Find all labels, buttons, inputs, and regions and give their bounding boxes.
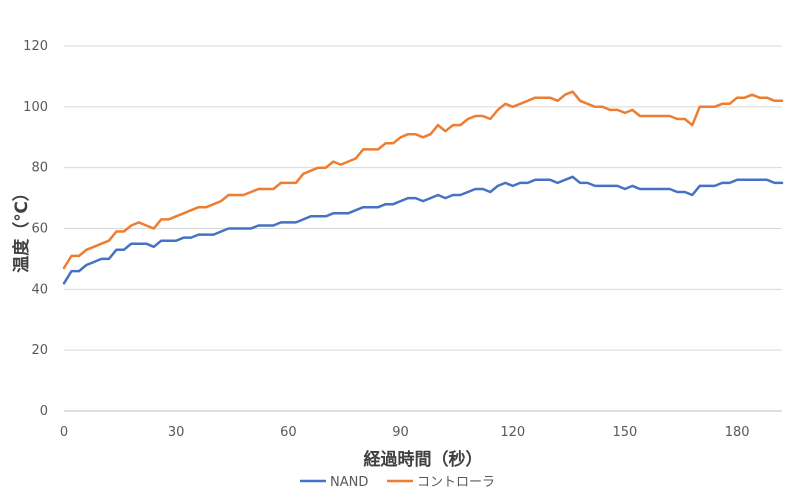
x-tick-label: 120	[500, 425, 525, 440]
x-axis-ticks: 0 30 60 90 120 150 180	[60, 425, 750, 440]
x-tick-label: 90	[392, 425, 409, 440]
x-tick-label: 180	[725, 425, 750, 440]
legend: NAND コントローラ	[300, 475, 495, 490]
y-tick-label: 60	[31, 222, 48, 237]
legend-label: コントローラ	[417, 475, 495, 490]
x-tick-label: 60	[280, 425, 297, 440]
x-tick-label: 0	[60, 425, 68, 440]
y-tick-label: 80	[31, 161, 48, 176]
series-lines	[62, 90, 784, 285]
x-axis-title: 経過時間（秒）	[364, 449, 483, 470]
y-tick-label: 0	[40, 404, 48, 419]
y-tick-label: 40	[31, 282, 48, 297]
series-line-nand	[62, 175, 784, 285]
x-tick-label: 30	[168, 425, 185, 440]
y-tick-label: 100	[23, 100, 48, 115]
y-axis-title: 温度（℃）	[11, 184, 32, 273]
y-tick-label: 20	[31, 343, 48, 358]
legend-label: NAND	[330, 475, 368, 490]
gridlines	[64, 45, 782, 412]
x-tick-label: 150	[613, 425, 638, 440]
y-tick-label: 120	[23, 39, 48, 54]
y-axis-ticks: 0 20 40 60 80 100 120	[23, 39, 48, 419]
series-line-controller	[62, 90, 784, 270]
